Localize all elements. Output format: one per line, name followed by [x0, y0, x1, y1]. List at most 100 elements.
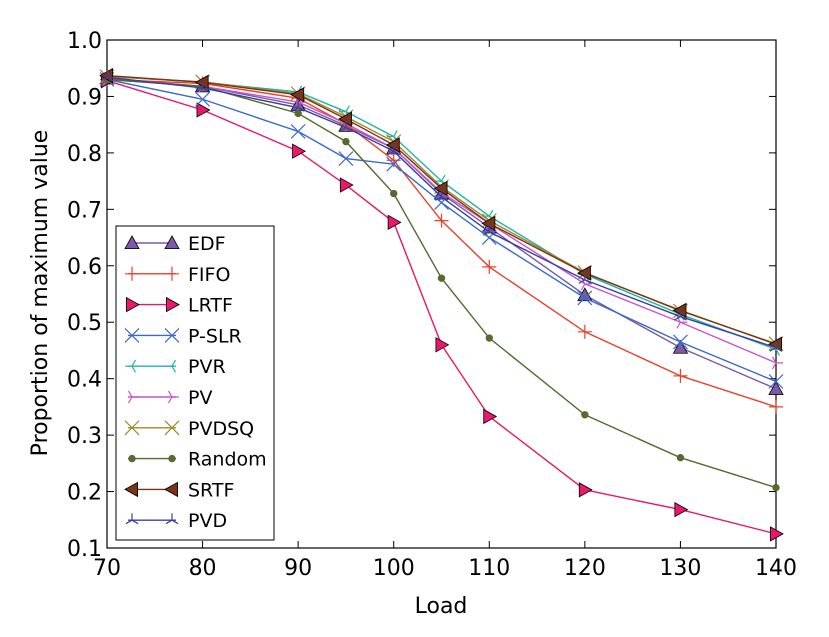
data-point-pvd	[339, 120, 353, 132]
x-axis-label: Load	[415, 594, 468, 619]
series-line-pvd	[106, 76, 777, 349]
legend-item-random: Random	[128, 449, 267, 471]
series-srtf	[99, 67, 782, 352]
legend-marker	[164, 235, 180, 250]
data-point-srtf	[481, 215, 496, 232]
legend-marker	[124, 235, 140, 250]
legend-label: PVDSQ	[188, 418, 254, 440]
legend-marker	[165, 266, 179, 281]
data-point-srtf	[577, 265, 591, 281]
x-tick-label: 70	[93, 556, 121, 581]
legend-marker	[127, 390, 139, 404]
series-line-fifo	[106, 78, 777, 408]
data-point-random	[342, 137, 350, 146]
data-point-pvd	[435, 189, 448, 201]
series-p-slr	[99, 72, 784, 389]
data-point-pvd	[100, 70, 114, 82]
legend-marker	[125, 266, 139, 281]
y-tick-label: 0.3	[67, 424, 102, 449]
legend-box	[115, 225, 275, 541]
data-point-random	[772, 483, 780, 492]
data-point-p-slr	[386, 156, 402, 172]
legend-marker	[165, 513, 179, 525]
legend: EDF FIFO LRTF P-SLR PVR PV PVDSQ Random SRTF PVD	[115, 225, 275, 541]
data-point-lrtf	[292, 143, 306, 159]
data-point-srtf	[290, 87, 305, 103]
data-point-fifo	[577, 324, 592, 339]
data-point-random	[294, 109, 302, 118]
legend-marker	[165, 359, 177, 373]
data-point-fifo	[434, 213, 449, 228]
legend-item-srtf: SRTF	[124, 479, 234, 501]
y-tick-label: 0.5	[67, 311, 102, 336]
legend-label: Random	[188, 449, 267, 471]
x-tick-label: 80	[189, 556, 217, 581]
y-axis-label: Proportion of maximum value	[28, 130, 53, 457]
data-point-p-slr	[195, 91, 210, 107]
data-point-edf	[768, 381, 784, 395]
series-pvd	[100, 70, 783, 352]
data-point-pvd	[482, 224, 496, 236]
data-point-pvd	[196, 80, 209, 92]
data-point-lrtf	[435, 337, 450, 353]
series-line-random	[106, 78, 777, 489]
legend-marker	[126, 296, 140, 313]
data-point-p-slr	[768, 374, 784, 389]
legend-label: SRTF	[188, 479, 234, 501]
data-point-lrtf	[674, 501, 689, 518]
legend-item-pvd: PVD	[125, 510, 227, 532]
data-point-pvd	[769, 340, 783, 352]
y-tick-label: 0.8	[67, 142, 102, 167]
series-line-lrtf	[106, 79, 777, 535]
data-point-lrtf	[770, 526, 784, 542]
series-random	[103, 75, 780, 492]
data-point-fifo	[769, 399, 783, 414]
legend-item-lrtf: LRTF	[126, 295, 233, 317]
data-point-p-slr	[577, 290, 593, 306]
data-point-pv	[676, 315, 688, 329]
data-point-lrtf	[339, 177, 354, 193]
data-point-pvd	[674, 309, 687, 321]
legend-marker	[168, 454, 176, 463]
legend-marker	[164, 327, 180, 343]
series-line-p-slr	[106, 78, 777, 383]
data-point-p-slr	[481, 230, 497, 245]
data-point-random	[437, 274, 446, 282]
x-tick-label: 140	[755, 556, 797, 581]
y-tick-label: 0.6	[67, 255, 102, 280]
data-point-pvd	[578, 272, 592, 284]
data-point-srtf	[672, 302, 687, 319]
x-tick-label: 90	[284, 556, 312, 581]
y-tick-label: 0.7	[67, 198, 102, 223]
legend-marker	[167, 390, 179, 404]
legend-marker	[128, 454, 136, 463]
data-point-lrtf	[196, 102, 211, 118]
x-tick-label: 110	[468, 556, 510, 581]
data-point-lrtf	[578, 482, 593, 498]
legend-item-fifo: FIFO	[125, 264, 230, 286]
legend-item-pv: PV	[127, 387, 212, 409]
series-line-pv	[106, 78, 777, 364]
data-point-srtf	[338, 111, 352, 127]
legend-label: PVR	[188, 356, 226, 378]
legend-marker	[124, 420, 140, 436]
legend-marker	[125, 359, 137, 373]
legend-marker	[165, 296, 180, 313]
legend-marker	[125, 513, 139, 525]
data-point-fifo	[673, 368, 688, 383]
legend-label: LRTF	[188, 295, 233, 317]
y-tick-label: 0.9	[67, 85, 102, 110]
x-axis: 70 80 90 100 110 120 130 140	[93, 40, 797, 581]
series-line-srtf	[106, 74, 777, 345]
legend-marker	[164, 420, 180, 436]
legend-item-pvr: PVR	[125, 356, 226, 378]
data-point-p-slr	[434, 195, 449, 210]
y-tick-label: 0.2	[67, 481, 102, 506]
legend-label: FIFO	[188, 264, 230, 286]
legend-marker	[164, 481, 179, 498]
data-point-p-slr	[673, 334, 688, 350]
data-point-pvd	[387, 144, 401, 156]
legend-item-p-slr: P-SLR	[124, 325, 242, 347]
data-point-lrtf	[387, 214, 402, 230]
legend-item-edf: EDF	[124, 233, 226, 255]
